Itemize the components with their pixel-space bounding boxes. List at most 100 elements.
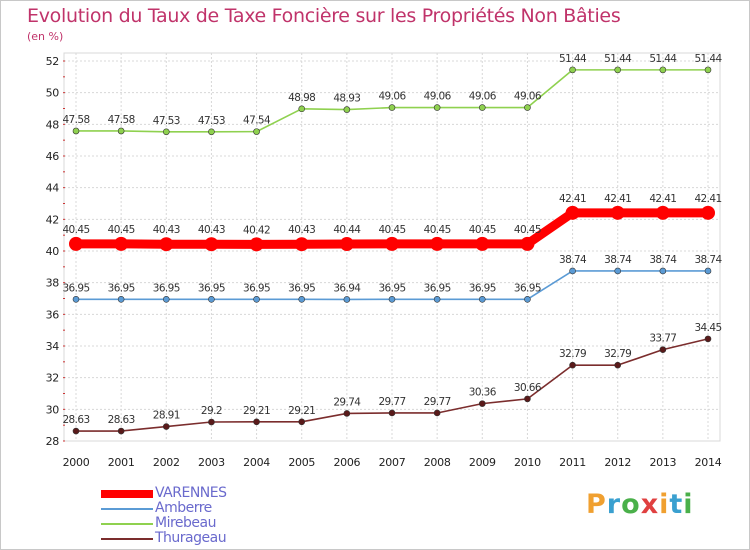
legend-label: Mirebeau [155,515,216,531]
legend-label: Thurageau [155,530,227,546]
data-label-amberre: 36.95 [198,282,225,294]
data-label-varennes: 40.43 [153,224,180,236]
data-label-mirebeau: 48.93 [333,93,360,105]
data-label-thurageau: 29.74 [333,396,361,408]
data-point-amberre [524,295,531,303]
data-label-mirebeau: 47.58 [108,114,135,126]
data-point-varennes [565,205,580,220]
data-point-varennes [159,237,174,252]
data-point-amberre [614,267,622,275]
legend-swatch [101,538,153,540]
data-point-mirebeau [72,127,80,135]
data-point-thurageau [433,409,441,417]
x-tick-label: 2002 [153,456,180,469]
x-tick-label: 2014 [695,456,722,469]
y-tick-label: 52 [46,55,59,68]
data-label-amberre: 36.95 [469,282,496,294]
legend-label: VARENNES [155,485,227,501]
data-label-thurageau: 29.21 [243,405,270,417]
unit-label: (en %) [27,30,64,43]
data-label-mirebeau: 51.44 [559,53,587,65]
x-tick-label: 2004 [243,456,270,469]
data-label-thurageau: 30.66 [514,382,542,394]
data-point-varennes [430,236,445,251]
data-point-mirebeau [478,104,486,111]
data-label-amberre: 38.74 [559,254,587,266]
data-label-mirebeau: 47.58 [62,114,89,126]
data-point-mirebeau [343,106,351,113]
data-label-thurageau: 28.63 [62,414,89,426]
y-tick-label: 44 [46,182,60,195]
data-label-thurageau: 33.77 [649,333,676,345]
data-label-varennes: 40.45 [469,224,496,236]
x-tick-label: 2008 [424,456,451,469]
data-label-amberre: 38.74 [649,254,677,266]
x-tick-label: 2000 [63,456,90,469]
data-label-thurageau: 29.77 [424,396,451,408]
data-point-thurageau [388,409,396,417]
data-point-amberre [298,295,306,303]
data-label-varennes: 42.41 [694,193,721,205]
data-point-mirebeau [298,105,306,113]
data-point-mirebeau [614,66,622,74]
data-point-amberre [569,267,576,275]
data-point-thurageau [72,427,80,435]
data-point-thurageau [253,418,260,426]
data-label-varennes: 40.42 [243,224,270,236]
data-label-thurageau: 32.79 [604,348,631,360]
logo-letter: t [669,489,684,520]
data-label-mirebeau: 47.53 [198,115,225,127]
x-tick-label: 2003 [198,456,225,469]
data-label-thurageau: 28.63 [108,414,135,426]
data-point-varennes [385,236,399,251]
data-point-varennes [294,237,309,252]
data-label-amberre: 38.74 [694,254,722,266]
proxiti-logo: Proxiti [586,489,694,520]
x-tick-label: 2013 [649,456,676,469]
data-label-amberre: 36.95 [62,282,89,294]
y-tick-label: 42 [46,213,59,226]
x-tick-label: 2007 [379,456,406,469]
data-label-mirebeau: 47.54 [243,115,271,127]
y-tick-label: 30 [46,403,60,416]
data-point-mirebeau [704,66,712,74]
line-chart: 28 30 32 34 36 38 40 42 44 46 48 50 52 2000 2001 2002 20… [46,52,723,469]
y-tick-label: 38 [46,277,60,290]
data-label-varennes: 40.44 [333,224,361,236]
data-point-mirebeau [208,128,215,136]
data-point-varennes [701,205,715,220]
data-label-thurageau: 29.77 [378,396,405,408]
data-label-thurageau: 29.2 [201,405,222,417]
data-label-varennes: 40.43 [288,224,315,236]
data-point-mirebeau [162,128,170,136]
data-label-varennes: 42.41 [604,193,631,205]
x-tick-label: 2001 [108,456,135,469]
legend-swatch [101,508,153,510]
data-label-mirebeau: 49.06 [424,91,452,103]
x-tick-label: 2006 [333,456,360,469]
data-point-thurageau [298,418,306,426]
data-label-amberre: 36.95 [424,282,451,294]
data-label-varennes: 40.45 [378,224,405,236]
data-point-amberre [478,295,486,303]
data-label-thurageau: 28.91 [153,410,180,422]
data-point-amberre [659,267,667,275]
data-label-mirebeau: 51.44 [694,53,722,65]
data-point-amberre [388,295,396,303]
data-label-thurageau: 30.36 [469,387,497,399]
data-point-thurageau [614,361,622,369]
data-point-amberre [704,267,712,275]
data-point-thurageau [524,395,531,403]
data-point-thurageau [704,335,712,343]
data-label-varennes: 40.45 [62,224,89,236]
data-point-varennes [69,236,83,251]
y-tick-label: 28 [46,435,60,448]
data-label-amberre: 36.95 [108,282,135,294]
chart-title: Evolution du Taux de Taxe Foncière sur l… [27,5,621,27]
data-label-mirebeau: 47.53 [153,115,180,127]
data-label-mirebeau: 51.44 [604,53,632,65]
data-point-mirebeau [117,127,125,135]
legend-label: Amberre [155,500,212,516]
y-tick-label: 36 [46,308,60,321]
